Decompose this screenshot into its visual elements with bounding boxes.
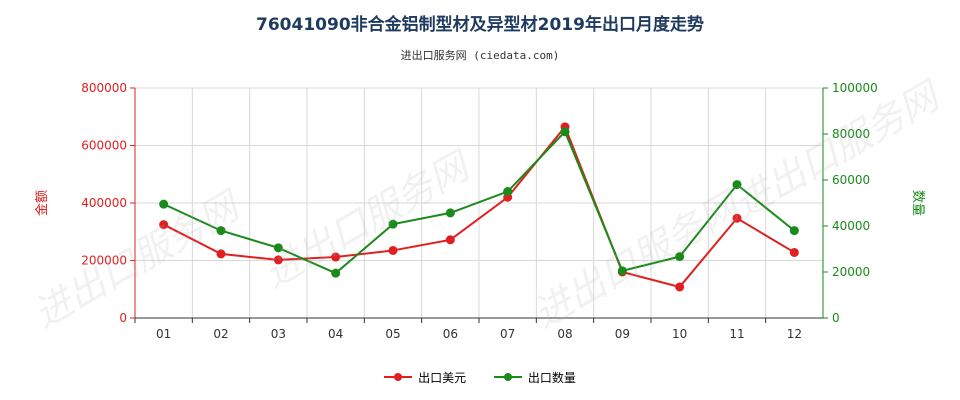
- x-tick-label: 06: [443, 327, 458, 341]
- y-right-axis-label: 数量: [910, 190, 925, 216]
- series-1-point: [331, 268, 341, 278]
- y-right-tick-label: 40000: [832, 219, 870, 233]
- legend: 出口美元 出口数量: [0, 367, 960, 386]
- series-1-point: [503, 187, 513, 196]
- series-1-point: [159, 199, 169, 209]
- series-1-point: [216, 226, 226, 236]
- chart-title: 76041090非合金铝制型材及异型材2019年出口月度走势: [256, 15, 704, 35]
- series-0-point: [388, 245, 398, 255]
- y-left-tick-label: 800000: [81, 81, 127, 95]
- series-0-point: [675, 282, 685, 292]
- legend-swatch-usd: [384, 373, 413, 381]
- y-left-tick-label: 0: [119, 311, 127, 325]
- series-0-point: [331, 252, 341, 262]
- x-tick-label: 01: [156, 327, 171, 341]
- y-right-tick-label: 60000: [832, 173, 870, 187]
- x-tick-label: 05: [385, 327, 400, 341]
- y-left-axis-label: 金额: [34, 190, 50, 216]
- y-left-tick-label: 600000: [81, 139, 127, 153]
- series-1-point: [617, 266, 627, 276]
- x-tick-label: 04: [328, 327, 343, 341]
- x-tick-label: 08: [557, 327, 572, 341]
- x-tick-label: 12: [787, 327, 802, 341]
- series-0-point: [445, 235, 455, 245]
- y-left-tick-label: 400000: [81, 196, 127, 210]
- chart-subtitle: 进出口服务网 (ciedata.com): [400, 49, 560, 62]
- series-0-point: [216, 249, 226, 259]
- series-1-point: [675, 252, 685, 262]
- x-tick-label: 11: [729, 327, 744, 341]
- series-0-point: [159, 220, 169, 230]
- x-tick-label: 03: [271, 327, 286, 341]
- y-right-tick-label: 20000: [832, 265, 870, 279]
- series-0-point: [732, 213, 742, 223]
- y-right-tick-label: 0: [832, 311, 840, 325]
- series-line-1: [163, 129, 795, 275]
- series-1-point: [445, 208, 455, 218]
- legend-label-usd: 出口美元: [418, 370, 467, 385]
- y-right-tick-label: 100000: [832, 81, 878, 95]
- series-1-point: [560, 127, 570, 137]
- series-0-point: [789, 247, 799, 257]
- x-tick-label: 07: [500, 327, 515, 341]
- x-tick-label: 02: [213, 327, 228, 341]
- series-line-0: [163, 124, 795, 289]
- series-0-point: [273, 255, 283, 265]
- series-1-point: [273, 243, 283, 253]
- series-1-point: [789, 226, 799, 236]
- legend-item-qty[interactable]: 出口数量: [493, 369, 576, 386]
- series-1-point: [732, 180, 742, 190]
- x-tick-label: 09: [615, 327, 630, 341]
- legend-label-qty: 出口数量: [527, 370, 576, 385]
- legend-item-usd[interactable]: 出口美元: [384, 369, 466, 386]
- y-right-tick-label: 80000: [832, 127, 870, 141]
- series-1-point: [388, 219, 398, 229]
- x-tick-label: 10: [672, 327, 687, 341]
- y-left-tick-label: 200000: [81, 254, 127, 268]
- legend-swatch-qty: [493, 373, 522, 381]
